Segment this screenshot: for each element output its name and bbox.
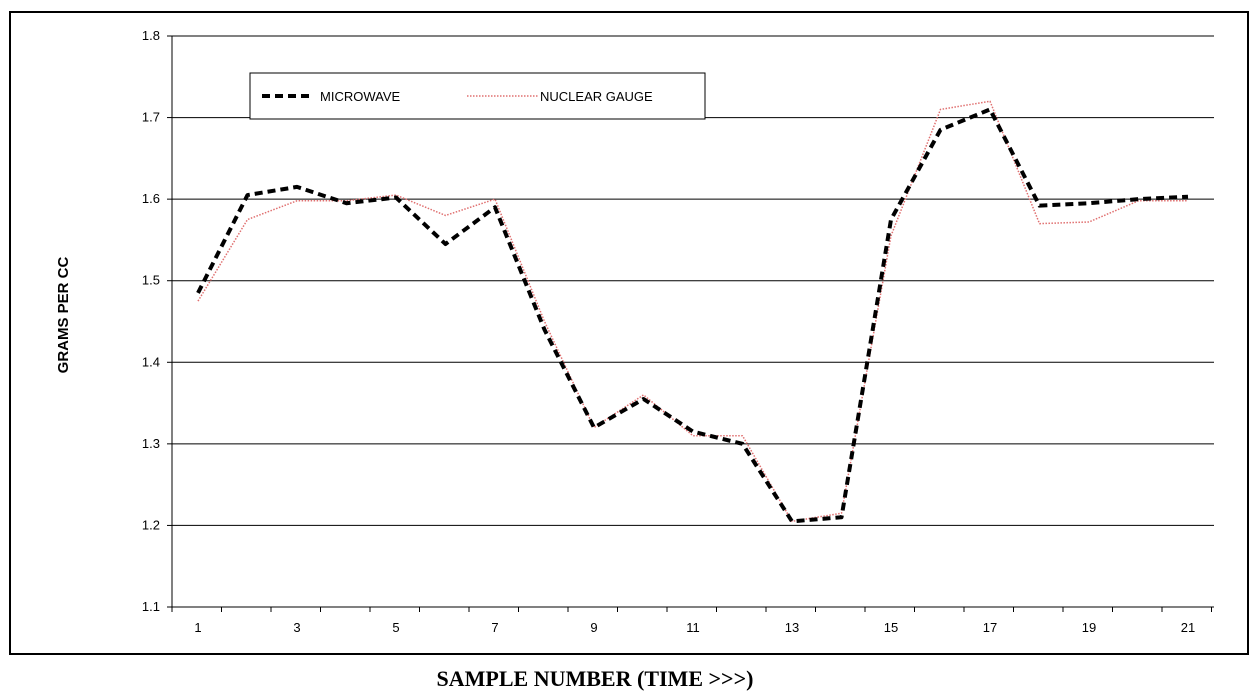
y-tick-label: 1.3: [142, 436, 160, 451]
y-tick-label: 1.2: [142, 517, 160, 532]
x-tick-label: 1: [194, 620, 201, 635]
x-tick-label: 13: [785, 620, 799, 635]
legend-label-microwave: MICROWAVE: [320, 89, 400, 104]
x-tick-label: 19: [1082, 620, 1096, 635]
y-axis-label: GRAMS PER CC: [55, 257, 72, 374]
y-tick-label: 1.5: [142, 273, 160, 288]
legend-label-nuclear-gauge: NUCLEAR GAUGE: [540, 89, 653, 104]
x-tick-label: 15: [884, 620, 898, 635]
x-tick-label: 3: [293, 620, 300, 635]
series-line-microwave: [196, 107, 1189, 524]
x-axis-label: SAMPLE NUMBER (TIME >>>): [437, 666, 754, 691]
x-tick-label: 21: [1181, 620, 1195, 635]
series-lines: [196, 100, 1189, 524]
y-tick-label: 1.8: [142, 28, 160, 43]
x-tick-label: 5: [392, 620, 399, 635]
series-line-nuclear-gauge: [197, 100, 1188, 523]
x-tick-label: 17: [983, 620, 997, 635]
y-tick-label: 1.6: [142, 191, 160, 206]
y-tick-label: 1.1: [142, 599, 160, 614]
y-tick-label: 1.7: [142, 110, 160, 125]
x-axis-title-area: SAMPLE NUMBER (TIME >>>): [437, 666, 754, 691]
legend: MICROWAVE NUCLEAR GAUGE: [249, 72, 706, 120]
x-tick-label: 9: [590, 620, 597, 635]
y-tick-label: 1.4: [142, 354, 160, 369]
x-tick-label: 7: [491, 620, 498, 635]
axes: 1.11.21.31.41.51.61.71.81 3 5 7 9 11 13 15 17 19 2…: [142, 28, 1214, 635]
x-tick-label: 11: [686, 620, 700, 635]
